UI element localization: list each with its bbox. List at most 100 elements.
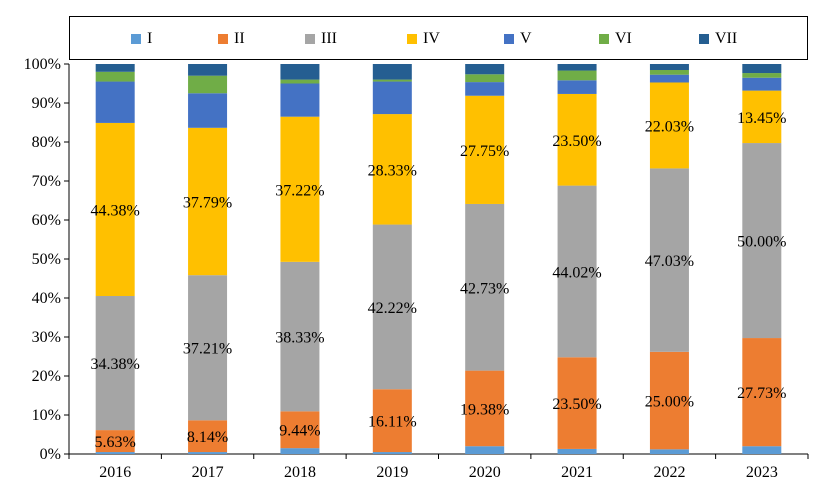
bar-segment-i xyxy=(280,448,320,454)
bar-segment-i xyxy=(95,452,135,454)
legend-label: VII xyxy=(715,30,738,47)
chart-legend: I II III IV V VI VII xyxy=(69,16,808,60)
x-tick-label: 2023 xyxy=(746,464,778,481)
data-label: 37.22% xyxy=(275,182,324,199)
y-tick-label: 0% xyxy=(40,446,61,463)
bar-segment-vi xyxy=(280,79,320,84)
bar-segment-vii xyxy=(95,64,135,72)
bar-segment-iii xyxy=(557,185,597,358)
data-label: 42.22% xyxy=(368,300,417,317)
x-tick-label: 2018 xyxy=(284,464,316,481)
bar-segment-v xyxy=(557,80,597,94)
x-tick-label: 2022 xyxy=(653,464,685,481)
bar-segment-vi xyxy=(649,70,689,75)
bar-segment-vii xyxy=(465,64,505,75)
bar-segment-iv xyxy=(742,90,782,144)
bar-segment-vii xyxy=(280,64,320,80)
y-tick-label: 60% xyxy=(32,212,61,229)
bar-segment-i xyxy=(465,446,505,454)
bar-segment-v xyxy=(372,81,412,115)
bar-segment-i xyxy=(649,449,689,454)
bar-segment-vii xyxy=(188,64,228,76)
data-label: 50.00% xyxy=(737,234,786,251)
bar-segment-ii xyxy=(465,370,505,447)
bar-segment-v xyxy=(742,77,782,91)
data-label: 16.11% xyxy=(368,414,417,431)
data-label: 22.03% xyxy=(645,118,694,135)
data-label: 28.33% xyxy=(368,162,417,179)
data-label: 27.73% xyxy=(737,385,786,402)
legend-swatch xyxy=(407,34,417,44)
data-label: 37.79% xyxy=(183,194,232,211)
legend-label: VI xyxy=(615,30,632,47)
y-tick-label: 50% xyxy=(32,251,61,268)
data-label: 13.45% xyxy=(737,110,786,127)
bar-segment-iii xyxy=(465,203,505,371)
legend-swatch xyxy=(218,34,228,44)
data-label: 27.75% xyxy=(460,143,509,160)
data-label: 5.63% xyxy=(95,434,136,451)
legend-label: II xyxy=(234,30,245,47)
data-label: 8.14% xyxy=(187,429,228,446)
legend-label: V xyxy=(520,30,532,47)
data-label: 47.03% xyxy=(645,253,694,270)
bar-segment-v xyxy=(188,93,228,128)
bar-segment-ii xyxy=(280,411,320,449)
x-tick-label: 2016 xyxy=(99,464,131,481)
y-tick-label: 80% xyxy=(32,134,61,151)
y-tick-label: 10% xyxy=(32,407,61,424)
legend-item-vii: VII xyxy=(699,29,737,49)
bar-segment-v xyxy=(280,83,320,117)
legend-item-iv: IV xyxy=(407,29,440,49)
legend-swatch xyxy=(699,34,709,44)
bar-segment-i xyxy=(188,452,228,454)
y-tick-label: 30% xyxy=(32,329,61,346)
legend-swatch xyxy=(131,34,141,44)
bar-segment-vi xyxy=(557,70,597,81)
legend-item-iii: III xyxy=(305,29,337,49)
legend-swatch xyxy=(504,34,514,44)
x-tick-label: 2021 xyxy=(561,464,593,481)
bar-segment-ii xyxy=(372,389,412,453)
data-label: 23.50% xyxy=(552,133,601,150)
data-label: 19.38% xyxy=(460,401,509,418)
bar-segment-iv xyxy=(465,95,505,204)
bar-segment-vi xyxy=(742,73,782,78)
bar-segment-iv xyxy=(95,122,135,297)
bar-segment-vii xyxy=(372,64,412,80)
bar-segment-ii xyxy=(188,420,228,453)
x-tick-label: 2019 xyxy=(376,464,408,481)
bar-segment-iii xyxy=(742,143,782,339)
bar-segment-iv xyxy=(280,116,320,262)
bar-segment-i xyxy=(372,452,412,454)
data-label: 37.21% xyxy=(183,341,232,358)
bar-segment-iv xyxy=(188,127,228,276)
data-label: 9.44% xyxy=(279,423,320,440)
bar-segment-iii xyxy=(372,224,412,390)
y-tick-label: 90% xyxy=(32,95,61,112)
legend-swatch xyxy=(599,34,609,44)
data-label: 38.33% xyxy=(275,330,324,347)
legend-swatch xyxy=(305,34,315,44)
data-label: 44.38% xyxy=(91,202,140,219)
bar-segment-iii xyxy=(280,261,320,412)
bar-segment-vi xyxy=(95,71,135,82)
bar-segment-vii xyxy=(649,64,689,71)
y-tick-label: 20% xyxy=(32,368,61,385)
bar-segment-ii xyxy=(557,357,597,449)
legend-item-ii: II xyxy=(218,29,245,49)
legend-item-i: I xyxy=(131,29,152,49)
data-label: 44.02% xyxy=(552,264,601,281)
x-tick-label: 2017 xyxy=(192,464,224,481)
data-label: 42.73% xyxy=(460,280,509,297)
bar-segment-i xyxy=(557,448,597,454)
bar-segment-ii xyxy=(649,351,689,450)
y-tick-label: 100% xyxy=(24,56,61,73)
legend-item-v: V xyxy=(504,29,532,49)
bar-segment-iii xyxy=(649,168,689,352)
data-label: 25.00% xyxy=(645,394,694,411)
legend-label: III xyxy=(321,30,337,47)
bar-segment-iii xyxy=(95,296,135,431)
bar-segment-v xyxy=(95,81,135,123)
